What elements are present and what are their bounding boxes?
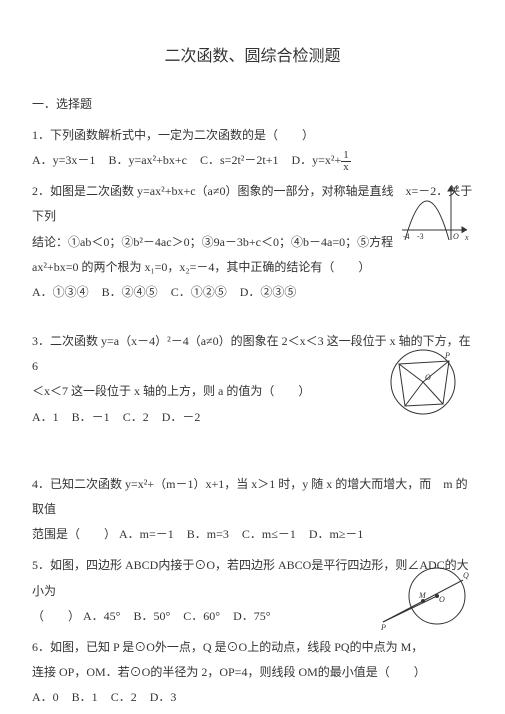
- q5-D: D．75°: [233, 609, 270, 623]
- q4-D: D．m≥－1: [309, 527, 364, 541]
- q4-A: A．m=－1: [119, 527, 174, 541]
- svg-text:P: P: [444, 351, 450, 360]
- q6-options: A．0 B．1 C．2 D．3: [32, 685, 473, 710]
- question-1: 1．下列函数解析式中，一定为二次函数的是（ ） A．y=3x－1 B．y=ax²…: [32, 123, 473, 173]
- svg-text:-3: -3: [417, 232, 424, 241]
- q1-B: B．y=ax²+bx+c: [108, 153, 187, 167]
- question-4: 4．已知二次函数 y=x²+（m－1）x+1，当 x＞1 时，y 随 x 的增大…: [32, 472, 473, 548]
- q2-C: C．①②⑤: [171, 285, 227, 299]
- svg-text:P: P: [381, 623, 386, 632]
- svg-text:M: M: [418, 591, 427, 600]
- q3-D: D．－2: [162, 410, 201, 424]
- svg-text:x: x: [464, 233, 469, 242]
- q1-C: C．s=2t²－2t+1: [200, 153, 278, 167]
- q6-B: B．1: [72, 690, 98, 704]
- q4-l1: 4．已知二次函数 y=x²+（m－1）x+1，当 x＞1 时，y 随 x 的增大…: [32, 472, 473, 522]
- q6-l2: 连接 OP，OM．若⊙O的半径为 2，OP=4，则线段 OM的最小值是（ ）: [32, 660, 473, 685]
- svg-text:y: y: [454, 183, 459, 192]
- q4-l2: 范围是（ ）: [32, 527, 116, 541]
- circle-quad-diagram: P O: [385, 344, 461, 420]
- q3-B: B．－1: [72, 410, 110, 424]
- q1-D-prefix: D．y=x²+: [291, 153, 341, 167]
- q2-l3: ax²+bx=0 的两个根为 x₁=0，x₂=－4，其中正确的结论有（ ）: [32, 255, 473, 280]
- svg-text:O: O: [439, 595, 445, 604]
- q1-A: A．y=3x－1: [32, 153, 95, 167]
- q2-A: A．①③④: [32, 285, 89, 299]
- q4-B: B．m=3: [187, 527, 229, 541]
- parabola-diagram: x y -4 -3 O: [399, 182, 471, 244]
- page-title: 二次函数、圆综合检测题: [32, 40, 473, 74]
- q5-A: A．45°: [83, 609, 120, 623]
- question-6: 6．如图，已知 P 是⊙O外一点，Q 是⊙O上的动点，线段 PQ的中点为 M， …: [32, 635, 473, 711]
- spacer: [32, 436, 473, 454]
- q1-options: A．y=3x－1 B．y=ax²+bx+c C．s=2t²－2t+1 D．y=x…: [32, 148, 473, 173]
- q5-B: B．50°: [133, 609, 170, 623]
- q5-C: C．60°: [183, 609, 220, 623]
- svg-text:Q: Q: [463, 571, 469, 580]
- q2-options: A．①③④ B．②④⑤ C．①②⑤ D．②③⑤: [32, 280, 473, 305]
- q6-l1: 6．如图，已知 P 是⊙O外一点，Q 是⊙O上的动点，线段 PQ的中点为 M，: [32, 635, 473, 660]
- svg-text:O: O: [453, 232, 459, 241]
- q3-A: A．1: [32, 410, 59, 424]
- q3-C: C．2: [123, 410, 149, 424]
- fraction: 1x: [341, 150, 351, 173]
- q6-A: A．0: [32, 690, 59, 704]
- q6-D: D．3: [150, 690, 177, 704]
- circle-tangent-diagram: P M O Q: [381, 562, 471, 632]
- spacer: [32, 454, 473, 472]
- q1-stem: 1．下列函数解析式中，一定为二次函数的是（ ）: [32, 123, 473, 148]
- svg-text:-4: -4: [403, 232, 410, 241]
- frac-den: x: [341, 162, 351, 173]
- svg-text:O: O: [425, 373, 431, 382]
- q5-l2: （ ）: [32, 609, 80, 623]
- frac-num: 1: [341, 150, 351, 162]
- q2-D: D．②③⑤: [240, 285, 297, 299]
- q1-D: D．y=x²+1x: [291, 153, 350, 167]
- q4-C: C．m≤－1: [242, 527, 296, 541]
- q6-C: C．2: [111, 690, 137, 704]
- q2-B: B．②④⑤: [102, 285, 158, 299]
- spacer: [32, 311, 473, 329]
- section-header: 一．选择题: [32, 92, 473, 117]
